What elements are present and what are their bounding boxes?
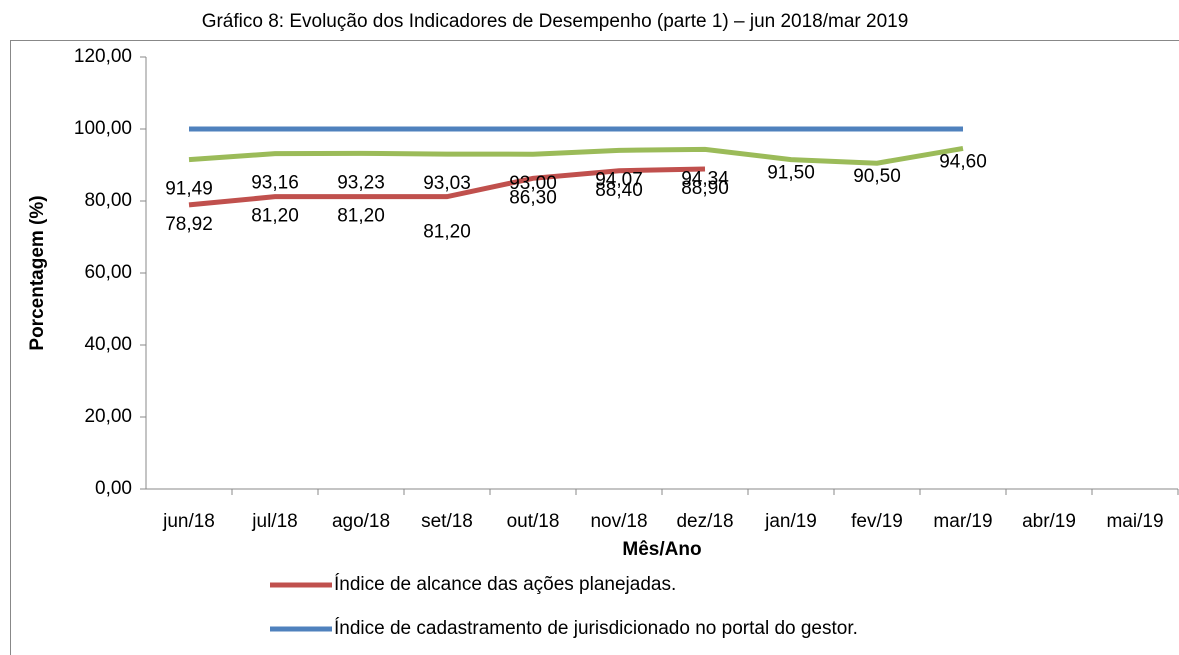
legend-label: Índice de cadastramento de jurisdicionad… [334, 618, 858, 639]
data-label: 93,23 [337, 172, 385, 193]
data-label: 93,16 [251, 173, 299, 194]
data-label: 86,30 [509, 187, 557, 208]
data-label: 88,90 [681, 178, 729, 199]
chart-border [10, 40, 1179, 655]
x-tick-label: mai/19 [1106, 511, 1163, 532]
y-tick-label: 0,00 [95, 478, 132, 499]
y-tick-label: 100,00 [74, 118, 132, 139]
x-tick-label: jul/18 [251, 511, 297, 532]
data-label: 94,07 [595, 169, 643, 190]
data-label: 81,20 [423, 222, 471, 243]
series-line [188, 166, 706, 208]
data-label: 81,20 [251, 206, 299, 227]
data-label: 93,00 [509, 173, 557, 194]
series-line [188, 145, 964, 166]
x-tick-label: mar/19 [933, 511, 992, 532]
x-tick-label: out/18 [507, 511, 560, 532]
data-label: 90,50 [853, 166, 901, 187]
data-label: 91,50 [767, 163, 815, 184]
y-tick-label: 60,00 [84, 262, 132, 283]
data-label: 94,60 [939, 151, 987, 172]
x-tick-label: jun/18 [162, 511, 215, 532]
y-tick-label: 120,00 [74, 46, 132, 67]
y-axis-title: Porcentagem (%) [27, 195, 48, 350]
data-label: 93,03 [423, 173, 471, 194]
y-tick-label: 40,00 [84, 334, 132, 355]
data-label: 81,20 [337, 206, 385, 227]
x-tick-label: nov/18 [590, 511, 647, 532]
x-tick-label: jan/19 [764, 511, 817, 532]
data-label: 94,34 [681, 168, 729, 189]
data-label: 91,49 [165, 179, 213, 200]
legend-label: Índice de alcance das ações planejadas. [334, 574, 676, 595]
x-axis-title: Mês/Ano [622, 539, 701, 560]
x-tick-label: dez/18 [676, 511, 733, 532]
x-tick-label: abr/19 [1022, 511, 1076, 532]
x-tick-label: ago/18 [332, 511, 390, 532]
x-tick-label: set/18 [421, 511, 473, 532]
data-label: 78,92 [165, 214, 213, 235]
data-label: 88,40 [595, 180, 643, 201]
chart-title: Gráfico 8: Evolução dos Indicadores de D… [202, 11, 909, 32]
y-tick-label: 80,00 [84, 190, 132, 211]
x-tick-label: fev/19 [851, 511, 903, 532]
y-tick-label: 20,00 [84, 406, 132, 427]
